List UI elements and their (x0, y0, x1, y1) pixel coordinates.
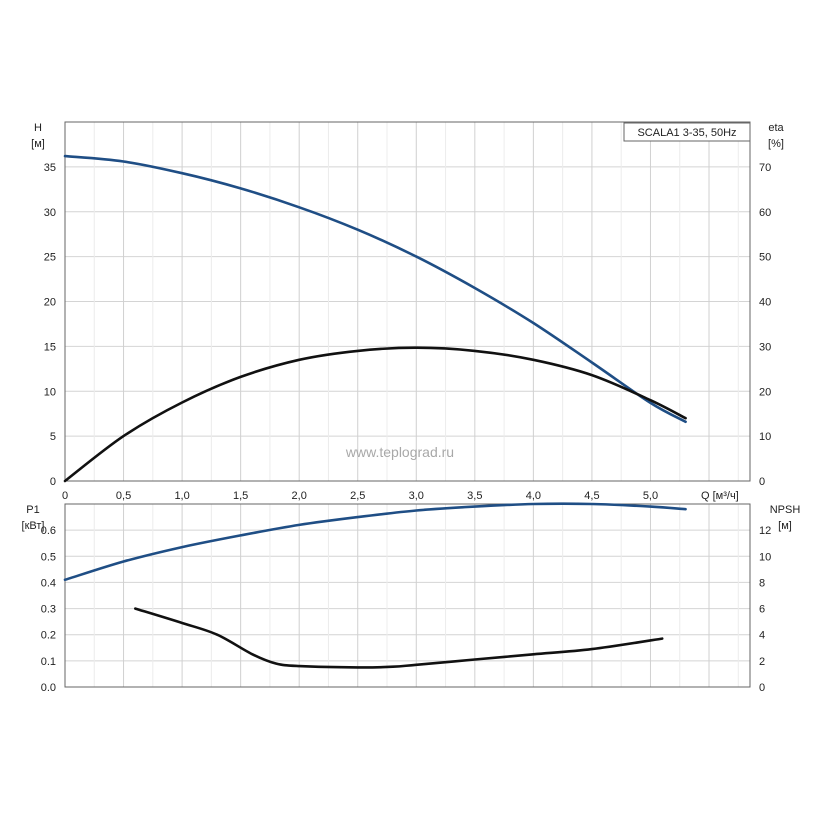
x-tick-label: 0,5 (116, 490, 131, 502)
right-tick-label: 50 (759, 252, 771, 264)
left-tick-label: 35 (44, 162, 56, 174)
npsh-axis-unit: [м] (778, 520, 792, 532)
legend-box-label: SCALA1 3-35, 50Hz (637, 127, 736, 139)
right-tick-label: 6 (759, 604, 765, 616)
left-tick-label: 0 (50, 476, 56, 488)
right-tick-label: 2 (759, 656, 765, 668)
series-line-0-1 (63, 346, 687, 483)
watermark: www.teplograd.ru (345, 444, 454, 460)
left-tick-label: 20 (44, 297, 56, 309)
left-tick-label: 30 (44, 207, 56, 219)
eta-axis-name: eta (768, 122, 784, 134)
x-tick-label: 2,0 (292, 490, 307, 502)
left-tick-label: 0.5 (41, 551, 56, 563)
x-tick-label: 2,5 (350, 490, 365, 502)
right-tick-label: 12 (759, 525, 771, 537)
series-line-1-0 (63, 502, 687, 582)
npsh-axis-ticks: 0 2 4 6 8 10 12 (759, 525, 771, 694)
right-tick-label: 0 (759, 682, 765, 694)
power-npsh-panel: 0.0 0.1 0.2 0.3 0.4 0.5 0.6 0 2 4 6 8 10 12 P1 [кВт]… (22, 502, 801, 694)
right-tick-label: 8 (759, 577, 765, 589)
x-tick-label: 1,5 (233, 490, 248, 502)
bottom-grid (65, 504, 750, 687)
x-tick-label: 1,0 (174, 490, 189, 502)
flow-axis-ticks: 0 0,5 1,0 1,5 2,0 2,5 3,0 3,5 4,0 4,5 5,0 (62, 490, 658, 502)
power-axis-name: P1 (26, 504, 39, 516)
x-tick-label: 4,5 (584, 490, 599, 502)
right-tick-label: 30 (759, 341, 771, 353)
right-tick-label: 70 (759, 162, 771, 174)
left-tick-label: 0.1 (41, 656, 56, 668)
series-line-0-0 (63, 154, 687, 424)
top-grid (65, 122, 750, 481)
right-tick-label: 60 (759, 207, 771, 219)
power-axis-unit: [кВт] (22, 520, 45, 532)
left-tick-label: 0.6 (41, 525, 56, 537)
eta-axis-unit: [%] (768, 138, 784, 150)
head-efficiency-panel: 0 5 10 15 20 25 30 35 0 10 20 30 40 50 60 70 0 0,5 1,0 1,… (31, 121, 785, 502)
top-plot-frame (64, 121, 751, 482)
head-axis-name: H (34, 122, 42, 134)
left-tick-label: 10 (44, 386, 56, 398)
left-tick-label: 15 (44, 341, 56, 353)
right-tick-label: 20 (759, 386, 771, 398)
left-tick-label: 25 (44, 252, 56, 264)
top-series-layer (63, 154, 687, 483)
right-tick-label: 10 (759, 431, 771, 443)
left-tick-label: 0.2 (41, 630, 56, 642)
bottom-plot-frame (64, 503, 751, 688)
right-tick-label: 40 (759, 297, 771, 309)
x-tick-label: 3,5 (467, 490, 482, 502)
left-tick-label: 0.3 (41, 604, 56, 616)
legend-box (623, 122, 751, 142)
left-tick-label: 0.4 (41, 577, 56, 589)
npsh-axis-name: NPSH (770, 504, 801, 516)
series-line-1-1 (134, 607, 664, 669)
x-tick-label: 4,0 (526, 490, 541, 502)
power-axis-ticks: 0.0 0.1 0.2 0.3 0.4 0.5 0.6 (41, 525, 56, 694)
head-axis-ticks: 0 5 10 15 20 25 30 35 (44, 162, 56, 488)
x-tick-label: 0 (62, 490, 68, 502)
left-tick-label: 0.0 (41, 682, 56, 694)
right-tick-label: 4 (759, 630, 765, 642)
bottom-series-layer (63, 502, 687, 669)
flow-axis-label: Q [м³/ч] (701, 490, 739, 502)
x-tick-label: 3,0 (409, 490, 424, 502)
left-tick-label: 5 (50, 431, 56, 443)
head-axis-unit: [м] (31, 138, 45, 150)
eta-axis-ticks: 0 10 20 30 40 50 60 70 (759, 162, 771, 488)
right-tick-label: 10 (759, 551, 771, 563)
x-tick-label: 5,0 (643, 490, 658, 502)
right-tick-label: 0 (759, 476, 765, 488)
